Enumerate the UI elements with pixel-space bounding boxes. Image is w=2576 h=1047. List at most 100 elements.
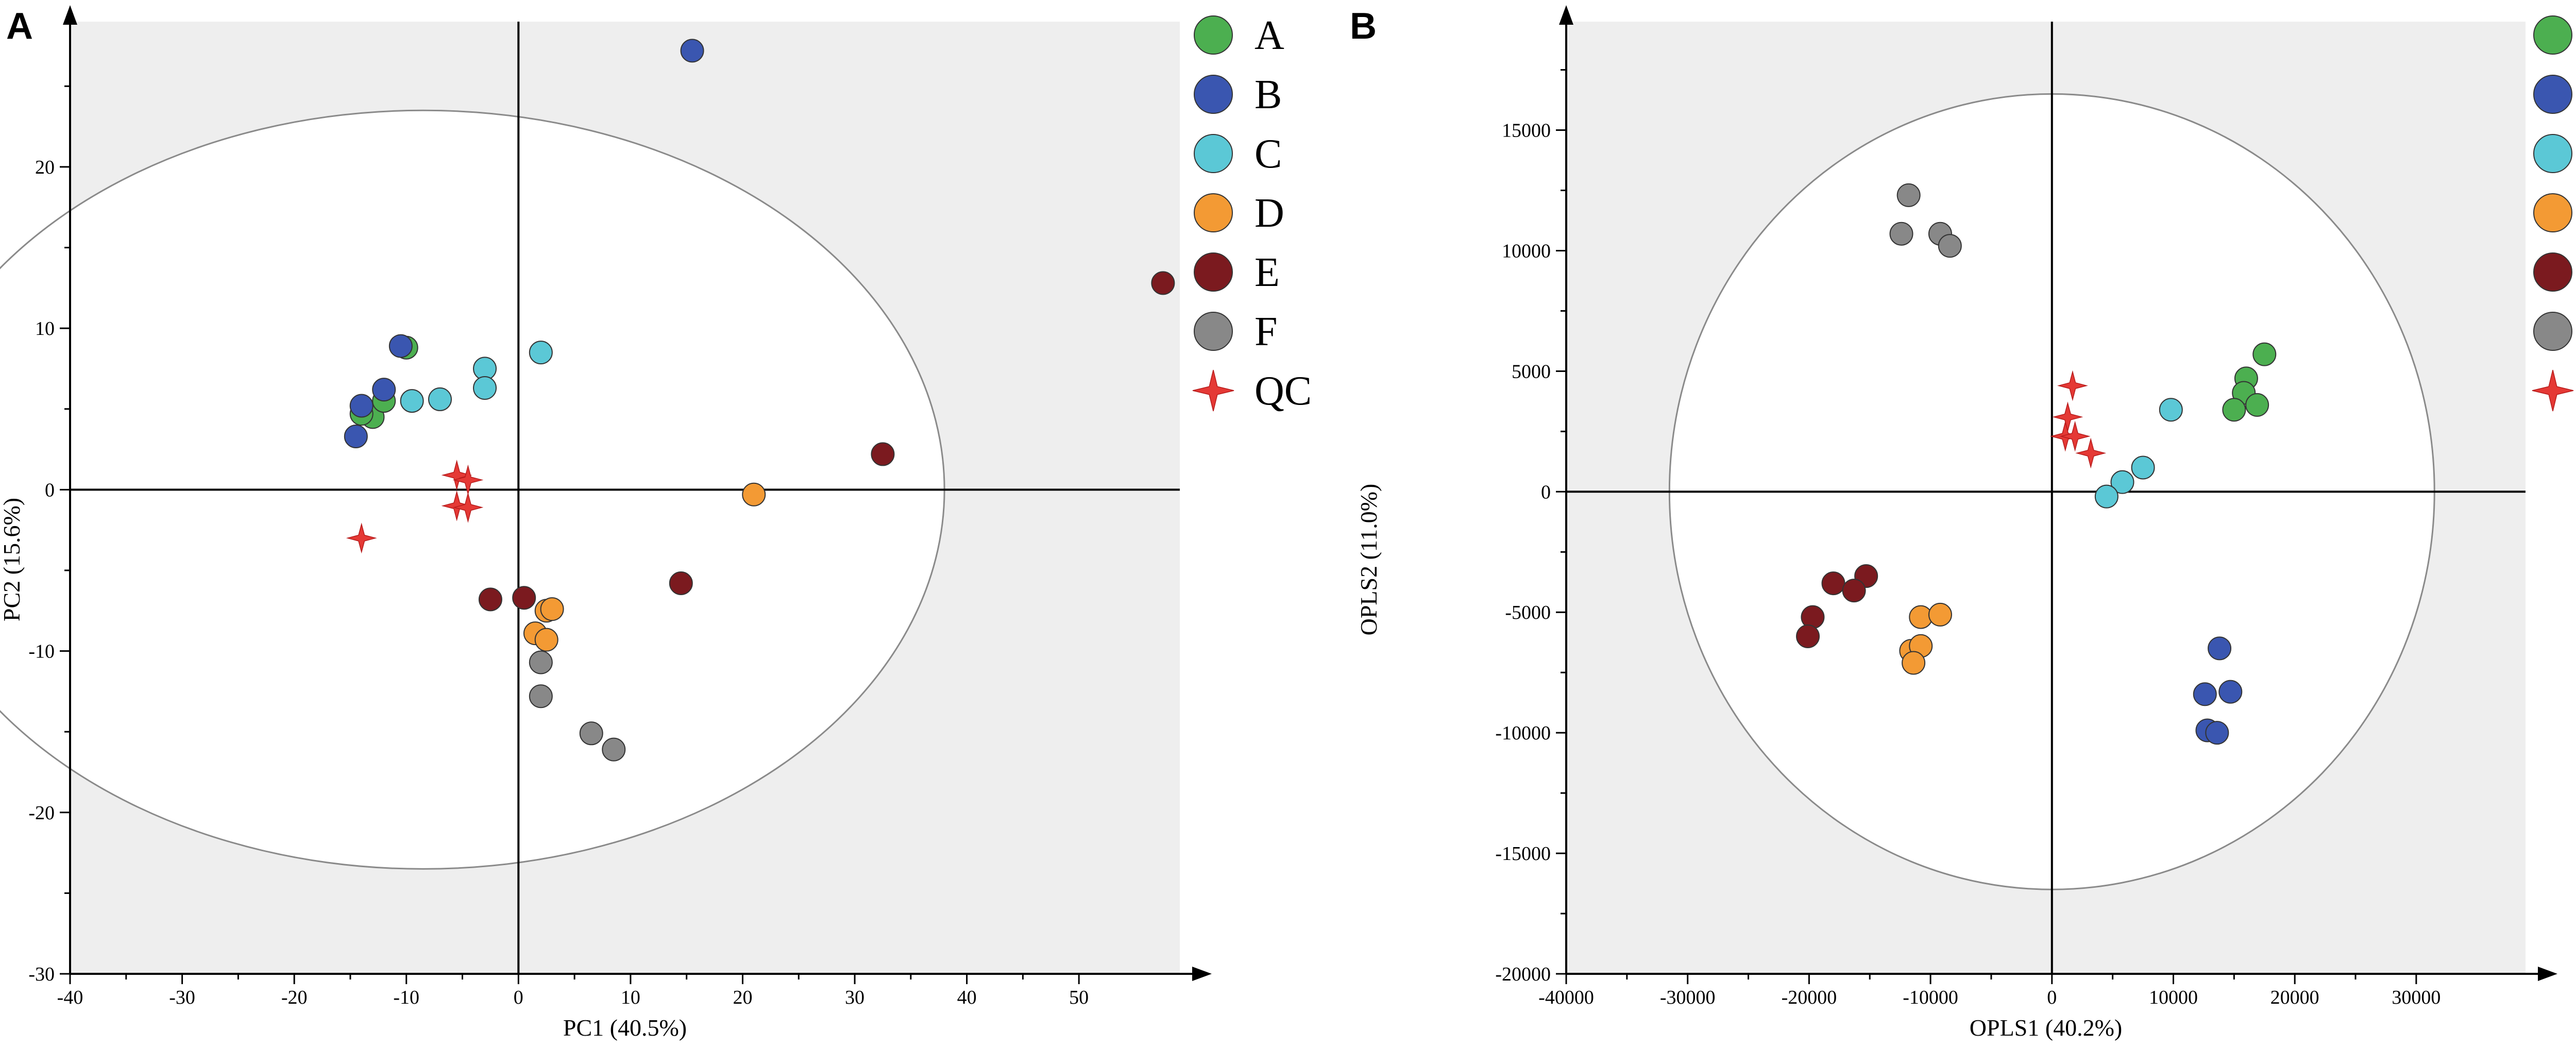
legend-marker-f xyxy=(1194,312,1233,351)
x-axis-label: OPLS1 (40.2%) xyxy=(1970,1015,2122,1041)
x-tick-label: 20 xyxy=(733,987,752,1008)
data-point-b xyxy=(344,424,368,448)
legend-marker-c xyxy=(1194,134,1233,173)
x-tick-label: 50 xyxy=(1069,987,1089,1008)
data-point-qc xyxy=(2059,420,2091,452)
chart-panel-B: -40000 -30000 -20000 -10000 0 10000 20000 30000… xyxy=(1350,5,2574,1041)
y-tick-label: -30 xyxy=(28,964,55,985)
data-point-e xyxy=(1842,579,1866,603)
data-point-qc xyxy=(452,492,484,523)
x-tick-label: -40000 xyxy=(1538,987,1594,1008)
x-tick-label: 30 xyxy=(845,987,865,1008)
legend-marker-b xyxy=(1194,75,1233,114)
y-axis-arrow xyxy=(63,5,77,25)
data-point-d xyxy=(1928,602,1952,627)
data-point-c xyxy=(2094,484,2119,509)
legend-label-qc: QC xyxy=(1255,368,1312,414)
data-point-d xyxy=(1902,651,1926,675)
data-point-c xyxy=(529,341,553,365)
data-point-f xyxy=(529,650,553,674)
x-tick-label: -30000 xyxy=(1660,987,1716,1008)
data-point-a xyxy=(2252,342,2277,366)
legend-label-b: B xyxy=(1255,72,1282,117)
data-point-c xyxy=(400,389,424,413)
data-point-a xyxy=(2222,398,2246,422)
y-tick-label: -20 xyxy=(28,802,55,824)
data-point-d xyxy=(742,482,766,506)
x-axis-label: PC1 (40.5%) xyxy=(563,1015,687,1041)
data-point-e xyxy=(871,442,895,466)
legend-marker-d xyxy=(2533,193,2572,232)
data-point-f xyxy=(529,684,553,708)
y-tick-label: 15000 xyxy=(1502,120,1551,142)
y-tick-label: 20 xyxy=(35,157,55,178)
data-point-c xyxy=(2131,455,2155,480)
data-point-b xyxy=(2205,721,2229,745)
data-point-qc xyxy=(346,522,377,554)
x-tick-label: -20 xyxy=(281,987,308,1008)
data-point-b xyxy=(2218,680,2243,704)
data-point-c xyxy=(2110,470,2134,494)
legend-marker-e xyxy=(2533,252,2572,292)
data-point-b xyxy=(2208,636,2232,661)
y-tick-label: -15000 xyxy=(1495,843,1551,865)
legend-marker-qc xyxy=(1192,369,1234,412)
y-tick-label: 5000 xyxy=(1512,361,1551,382)
data-point-qc xyxy=(441,490,472,521)
x-tick-label: -20000 xyxy=(1782,987,1837,1008)
data-point-c xyxy=(2159,398,2183,422)
x-tick-label: 20000 xyxy=(2270,987,2319,1008)
data-point-e xyxy=(669,571,693,596)
panel-letter: B xyxy=(1350,6,1377,47)
x-axis-arrow xyxy=(2538,967,2557,981)
y-tick-label: -5000 xyxy=(1505,602,1551,623)
y-tick-label: 10000 xyxy=(1502,240,1551,262)
data-point-f xyxy=(1896,183,1921,207)
legend-marker-a xyxy=(2533,15,2572,55)
data-point-qc xyxy=(2057,370,2088,401)
x-tick-label: 40 xyxy=(957,987,977,1008)
x-tick-label: 10 xyxy=(621,987,640,1008)
legend-marker-a xyxy=(1194,15,1233,55)
data-point-b xyxy=(349,394,374,418)
data-point-c xyxy=(428,387,452,411)
legend-label-a: A xyxy=(1255,13,1284,58)
data-point-f xyxy=(1889,222,1913,246)
chart-panel-A: -40 -30 -20 -10 0 10 20 30 40 50-30-20-1001020PC1… xyxy=(0,5,1312,1041)
y-tick-label: 0 xyxy=(1541,481,1551,503)
legend-label-c: C xyxy=(1255,131,1282,177)
data-point-a xyxy=(2245,393,2269,417)
data-point-c xyxy=(473,376,497,400)
legend-marker-f xyxy=(2533,312,2572,351)
data-point-f xyxy=(579,721,603,746)
data-point-e xyxy=(1821,571,1845,596)
legend-marker-b xyxy=(2533,75,2572,114)
data-point-qc xyxy=(441,460,472,491)
data-point-e xyxy=(1151,271,1175,295)
x-tick-label: 0 xyxy=(514,987,523,1008)
data-point-qc xyxy=(2075,437,2107,469)
y-tick-label: 10 xyxy=(35,318,55,340)
data-point-e xyxy=(1796,624,1820,649)
x-tick-label: -10000 xyxy=(1903,987,1958,1008)
data-point-e xyxy=(512,586,536,610)
legend-marker-c xyxy=(2533,134,2572,173)
data-point-e xyxy=(478,587,502,612)
panel-letter: A xyxy=(6,6,33,47)
data-point-d xyxy=(534,628,558,652)
x-tick-label: -30 xyxy=(169,987,195,1008)
y-axis-arrow xyxy=(1559,5,1573,25)
data-point-f xyxy=(1938,234,1962,258)
data-point-b xyxy=(372,378,396,402)
x-tick-label: 30000 xyxy=(2392,987,2441,1008)
data-point-f xyxy=(602,737,626,762)
legend-marker-e xyxy=(1194,252,1233,292)
x-axis-arrow xyxy=(1192,967,1212,981)
data-point-d xyxy=(540,597,564,621)
x-tick-label: 10000 xyxy=(2149,987,2198,1008)
y-tick-label: -10000 xyxy=(1495,722,1551,744)
legend-marker-qc xyxy=(2532,369,2574,412)
x-tick-label: -10 xyxy=(393,987,419,1008)
